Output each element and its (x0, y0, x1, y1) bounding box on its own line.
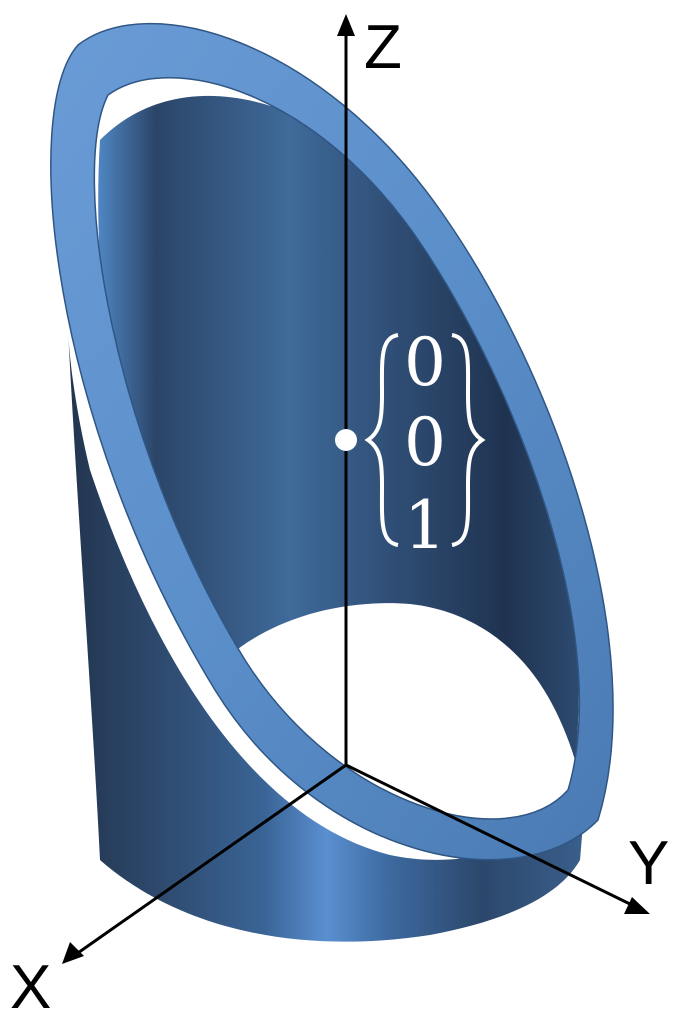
vector-entry-3: 1 (404, 487, 446, 564)
y-axis-label: Y (628, 829, 669, 898)
tube-outer-surface (68, 330, 585, 942)
x-axis-label: X (10, 953, 51, 1017)
vector-entry-2: 0 (404, 404, 446, 481)
vector-entry-1: 0 (404, 324, 446, 401)
x-axis-arrowhead (62, 942, 84, 964)
x-axis (74, 763, 347, 957)
y-axis-arrowhead (624, 897, 650, 914)
z-axis-arrowhead (337, 14, 355, 36)
tube-bottom-opening (205, 603, 575, 821)
z-axis-label: Z (364, 13, 402, 82)
y-axis (345, 763, 633, 907)
vector-right-brace (451, 333, 486, 547)
point-marker (335, 429, 357, 451)
vector-left-brace (364, 333, 399, 547)
